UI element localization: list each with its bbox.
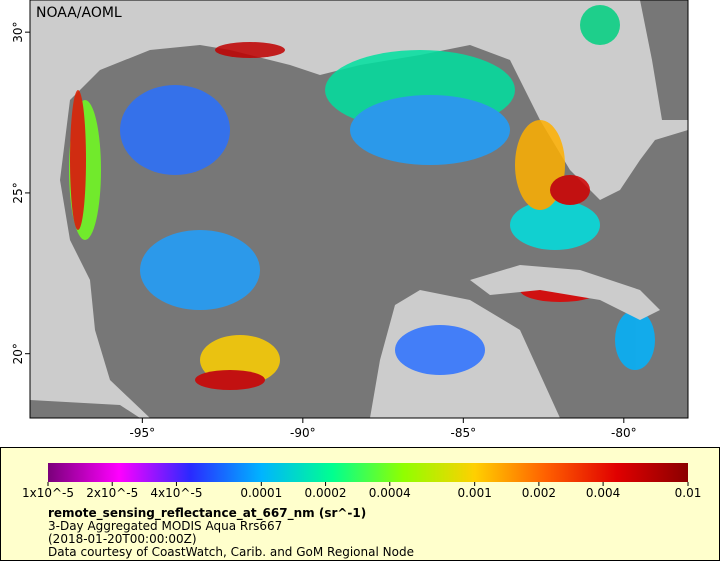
colorbar-tick-label: 1x10^-5	[22, 486, 74, 500]
map	[30, 0, 688, 418]
credit: NOAA/AOML	[36, 5, 122, 21]
product: 3-Day Aggregated MODIS Aqua Rrs667	[48, 519, 282, 533]
x-tick-label: -80°	[611, 426, 637, 440]
y-tick-label: 25°	[11, 182, 25, 203]
map-frame	[29, 0, 689, 419]
colorbar	[48, 463, 688, 482]
variable: remote_sensing_reflectance_at_667_nm (sr…	[48, 506, 366, 521]
cuba	[470, 265, 660, 320]
x-tick-label: -85°	[451, 426, 477, 440]
colorbar-tick-label: 0.01	[675, 486, 702, 500]
colorbar-tick-label: 0.001	[457, 486, 491, 500]
colorbar-tick-label: 0.002	[522, 486, 556, 500]
reflectance-patches	[69, 5, 655, 390]
ocean	[640, 0, 688, 120]
colorbar-tick-label: 0.004	[586, 486, 620, 500]
colorbar-tick-label: 4x10^-5	[150, 486, 202, 500]
x-tick-label: -95°	[130, 426, 156, 440]
colorbar-tick-label: 2x10^-5	[86, 486, 138, 500]
time: (2018-01-20T00:00:00Z)	[48, 532, 197, 546]
colorbar-tick-label: 0.0001	[240, 486, 282, 500]
y-tick-label: 30°	[11, 22, 25, 43]
colorbar-tick-label: 0.0004	[369, 486, 411, 500]
courtesy: Data courtesy of CoastWatch, Carib. and …	[48, 545, 414, 559]
colorbar-tick-label: 0.0002	[305, 486, 347, 500]
y-tick-label: 20°	[11, 343, 25, 364]
ocean	[30, 400, 140, 418]
x-tick-label: -90°	[290, 426, 316, 440]
